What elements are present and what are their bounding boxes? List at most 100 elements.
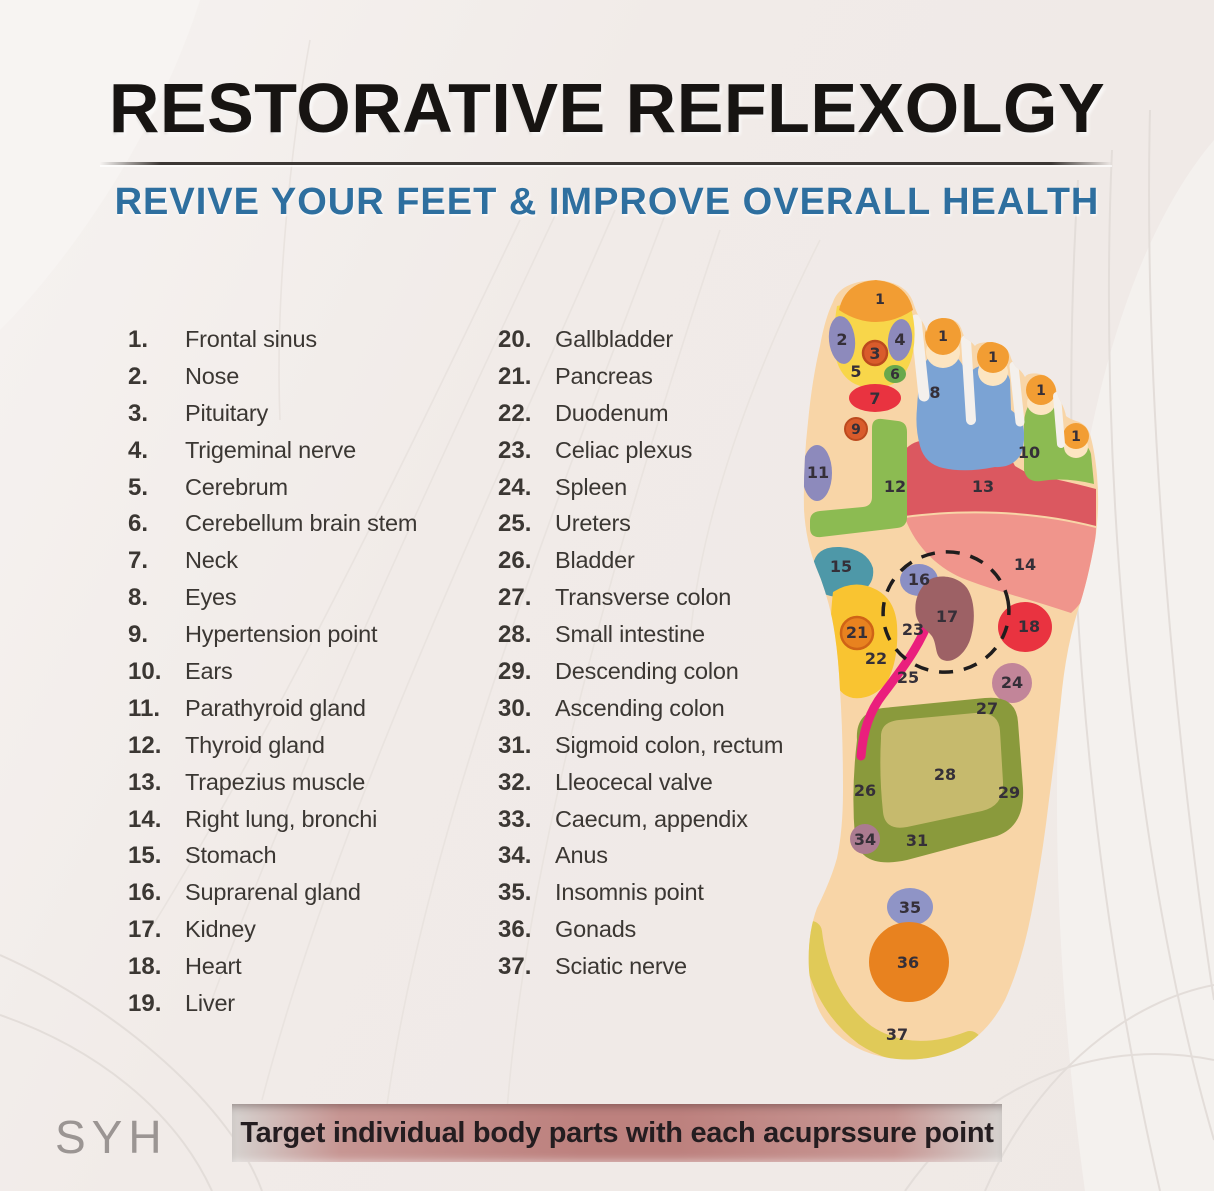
foot-zone-label: 22 — [865, 649, 887, 668]
foot-zone-2 — [828, 316, 856, 364]
foot-zone-14 — [905, 513, 1096, 613]
legend-item: 9. Hypertension point — [128, 621, 493, 658]
legend-item-number: 36. — [498, 916, 532, 944]
foot-zone-28 — [880, 712, 1004, 828]
legend-item-number: 23. — [498, 436, 532, 464]
foot-zone-label: 29 — [998, 783, 1020, 802]
legend-item: 30. Ascending colon — [498, 695, 918, 732]
foot-zone-18 — [998, 602, 1052, 652]
legend-item: 22. Duodenum — [498, 400, 918, 437]
legend-item: 17. Kidney — [128, 916, 493, 953]
legend-item-label: Pituitary — [185, 399, 269, 426]
foot-zone-36 — [869, 922, 949, 1002]
legend-item-label: Caecum, appendix — [555, 805, 748, 832]
legend-item-label: Transverse colon — [555, 584, 732, 611]
legend-item-label: Ureters — [555, 510, 631, 537]
legend-column-2: 20. Gallbladder 21. Pancreas 22. Duodenum 23. C… — [498, 326, 918, 990]
legend-item-label: Sciatic nerve — [555, 953, 687, 980]
legend-item-number: 3. — [128, 399, 149, 427]
legend-item-number: 19. — [128, 990, 162, 1018]
toe-gaps — [910, 314, 1065, 448]
legend-item-number: 12. — [128, 731, 162, 759]
legend-item-label: Liver — [185, 990, 235, 1017]
legend-item: 1. Frontal sinus — [128, 326, 493, 363]
legend-item-label: Stomach — [185, 842, 277, 869]
legend-item: 25. Ureters — [498, 510, 918, 547]
foot-zone-label: 28 — [934, 765, 956, 784]
legend-item-label: Cerebrum — [185, 473, 288, 500]
foot-map-svg: 1 2 3 4 5 6 7 9 1 8 1 1 1 10 11 12 13 14… — [803, 280, 1099, 1060]
legend-item-number: 15. — [128, 842, 162, 870]
foot-zone-1-toe2 — [925, 317, 961, 355]
legend-item-label: Descending colon — [555, 658, 739, 685]
legend-item-number: 30. — [498, 694, 532, 722]
legend-item-number: 16. — [128, 879, 162, 907]
legend-item: 10. Ears — [128, 658, 493, 695]
legend-item-number: 6. — [128, 510, 149, 538]
legend-item: 2. Nose — [128, 363, 493, 400]
legend-item: 12. Thyroid gland — [128, 732, 493, 769]
legend-item: 4. Trigeminal nerve — [128, 437, 493, 474]
legend-item-label: Nose — [185, 362, 240, 389]
legend-item: 11. Parathyroid gland — [128, 695, 493, 732]
bottom-banner: Target individual body parts with each a… — [232, 1104, 1002, 1162]
legend-item-number: 26. — [498, 547, 532, 575]
legend-item-number: 34. — [498, 842, 532, 870]
legend-item: 28. Small intestine — [498, 621, 918, 658]
legend-item: 34. Anus — [498, 842, 918, 879]
foot-zone-label: 17 — [936, 607, 958, 626]
foot-zone-1-toe3 — [977, 341, 1009, 373]
legend-item: 19. Liver — [128, 990, 493, 1027]
foot-zone-label: 11 — [807, 463, 829, 482]
legend-item: 29. Descending colon — [498, 658, 918, 695]
legend-item-label: Lleocecal valve — [555, 768, 713, 795]
legend-item-number: 21. — [498, 362, 532, 390]
foot-zone-label: 1 — [988, 350, 998, 366]
foot-zone-10 — [1024, 398, 1094, 484]
foot-diagram: 1 2 3 4 5 6 7 9 1 8 1 1 1 10 11 12 13 14… — [795, 270, 1115, 1070]
foot-zone-label: 1 — [938, 329, 948, 345]
foot-zone-label: 5 — [850, 362, 861, 381]
foot-zone-label: 24 — [1001, 673, 1023, 692]
legend-item-number: 35. — [498, 879, 532, 907]
foot-zone-4 — [887, 319, 913, 361]
legend-item-number: 10. — [128, 658, 162, 686]
foot-zone-1-toe4 — [1026, 375, 1056, 405]
page-subtitle: REVIVE YOUR FEET & IMPROVE OVERALL HEALT… — [114, 181, 1100, 223]
legend-item: 3. Pituitary — [128, 400, 493, 437]
legend-item-number: 22. — [498, 399, 532, 427]
foot-zone-6 — [884, 365, 906, 383]
legend-item: 36. Gonads — [498, 916, 918, 953]
legend-item-number: 13. — [128, 768, 162, 796]
foot-zone-34 — [850, 824, 880, 854]
legend-item-label: Ascending colon — [555, 694, 725, 721]
intestine-ring — [853, 697, 1024, 863]
legend-item-label: Gonads — [555, 916, 637, 943]
foot-zone-label: 15 — [830, 557, 852, 576]
legend-item: 24. Spleen — [498, 474, 918, 511]
foot-zone-label: 1 — [1036, 383, 1046, 399]
legend-item-label: Trigeminal nerve — [185, 436, 356, 463]
foot-zone-labels: 1 2 3 4 5 6 7 9 1 8 1 1 1 10 11 12 13 14… — [807, 292, 1081, 1044]
foot-zone-15 — [813, 546, 874, 597]
foot-zone-label: 26 — [854, 781, 876, 800]
legend-item: 13. Trapezius muscle — [128, 769, 493, 806]
legend-item: 33. Caecum, appendix — [498, 806, 918, 843]
foot-zone-label: 12 — [884, 477, 906, 496]
legend-item-number: 32. — [498, 768, 532, 796]
big-toe-zones — [803, 280, 915, 501]
legend-item-label: Small intestine — [555, 621, 705, 648]
foot-zone-21 — [839, 615, 875, 651]
legend-item-number: 17. — [128, 916, 162, 944]
legend-item-number: 27. — [498, 584, 532, 612]
legend-item-label: Anus — [555, 842, 608, 869]
foot-zone-9 — [844, 417, 868, 441]
legend-item-number: 18. — [128, 953, 162, 981]
legend-item-label: Insomnis point — [555, 879, 704, 906]
legend-item-label: Neck — [185, 547, 238, 574]
foot-zone-label: 4 — [894, 330, 905, 349]
legend-item-number: 7. — [128, 547, 149, 575]
foot-zone-label: 23 — [902, 620, 924, 639]
legend-column-1: 1. Frontal sinus 2. Nose 3. Pituitary 4. Trigem… — [128, 326, 493, 1027]
